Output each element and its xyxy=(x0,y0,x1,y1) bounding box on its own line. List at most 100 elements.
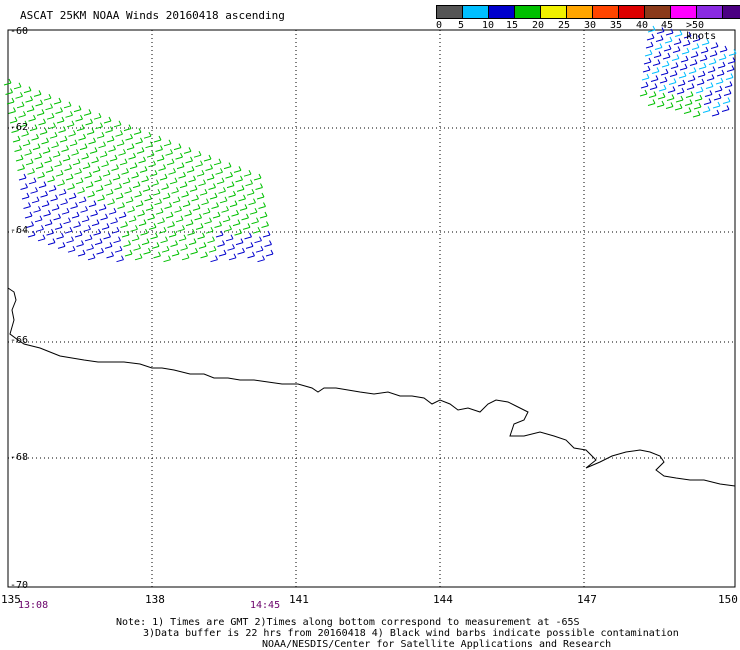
wind-barb-349 xyxy=(66,236,74,244)
pass-time-1: 13:08 xyxy=(18,600,49,611)
wind-barb-10 xyxy=(103,116,112,124)
wind-barb-158 xyxy=(32,143,41,151)
wind-barb-20 xyxy=(203,154,212,162)
wind-barb-380 xyxy=(718,53,727,61)
wind-barb-31 xyxy=(55,107,63,114)
wind-barb-100 xyxy=(228,190,236,198)
wind-barb-226 xyxy=(195,223,204,230)
wind-barb-133 xyxy=(41,137,49,145)
wind-barb-398 xyxy=(698,62,707,70)
wind-barb-150 xyxy=(211,202,219,209)
wind-barb-360 xyxy=(77,249,86,257)
colorbar-tick-10: >50 knots xyxy=(686,20,717,42)
wind-barb-295 xyxy=(160,236,168,244)
wind-barb-307 xyxy=(81,215,90,223)
wind-barb-270 xyxy=(128,215,137,223)
wind-barb-421 xyxy=(723,89,732,96)
wind-barb-84 xyxy=(68,130,76,137)
wind-barb-424 xyxy=(659,76,668,84)
wind-barb-142 xyxy=(131,171,139,179)
colorbar-swatch-20 xyxy=(540,5,567,19)
colorbar-swatch-45 xyxy=(670,5,697,19)
wind-barb-154 xyxy=(251,217,259,225)
wind-barb-383 xyxy=(654,43,663,50)
wind-barb-130 xyxy=(11,126,19,133)
wind-barb-187 xyxy=(64,164,72,171)
lon-label-135: 135 xyxy=(1,593,21,606)
wind-barb-208 xyxy=(15,154,24,162)
wind-barb-347 xyxy=(46,228,54,236)
lat-label-70: -70 xyxy=(10,580,29,591)
wind-barb-401 xyxy=(725,73,734,80)
wind-barb-234 xyxy=(17,164,25,171)
wind-barb-21 xyxy=(213,158,222,166)
lon-label-138: 138 xyxy=(145,593,165,606)
wind-barb-54 xyxy=(26,105,35,113)
wind-barb-77 xyxy=(256,192,265,200)
wind-barb-231 xyxy=(245,242,254,249)
wind-barb-361 xyxy=(87,253,96,261)
wind-barb-160 xyxy=(52,150,61,158)
wind-barb-155 xyxy=(261,221,269,228)
wind-barb-115 xyxy=(119,158,128,166)
wind-barb-207 xyxy=(264,240,272,247)
wind-barb-425 xyxy=(668,78,677,85)
wind-barb-114 xyxy=(109,154,118,162)
wind-barb-308 xyxy=(91,219,100,227)
wind-barb-65 xyxy=(136,147,145,154)
wind-barb-196 xyxy=(154,198,162,206)
wind-barb-338 xyxy=(74,230,83,238)
wind-barb-368 xyxy=(701,38,710,46)
wind-barb-428 xyxy=(695,86,704,94)
wind-barb-101 xyxy=(238,194,246,202)
lon-label-141: 141 xyxy=(289,593,309,606)
wind-barb-6 xyxy=(63,101,72,109)
wind-barb-429 xyxy=(704,90,713,97)
wind-barb-89 xyxy=(118,149,126,156)
map-title: ASCAT 25KM NOAA Winds 20160418 ascending xyxy=(20,9,285,22)
wind-barb-377 xyxy=(691,43,700,50)
wind-barb-450 xyxy=(711,109,720,117)
wind-barb-71 xyxy=(196,169,205,177)
wind-barb-406 xyxy=(679,63,688,71)
wind-barb-262 xyxy=(48,185,57,192)
wind-barb-244 xyxy=(117,202,125,209)
wind-barb-405 xyxy=(670,62,679,69)
wind-barb-416 xyxy=(678,71,687,79)
wind-barb-366 xyxy=(683,31,692,39)
wind-barb-86 xyxy=(88,137,96,145)
wind-barb-279 xyxy=(218,249,227,257)
wind-barb-177 xyxy=(222,215,231,223)
wind-barb-301 xyxy=(21,192,30,200)
wind-barb-123 xyxy=(199,188,208,196)
wind-barb-131 xyxy=(21,130,29,137)
wind-barb-157 xyxy=(22,139,31,147)
wind-barb-23 xyxy=(233,166,242,173)
wind-barb-341 xyxy=(104,242,113,249)
wind-barb-252 xyxy=(197,232,205,240)
wind-barb-83 xyxy=(58,126,66,133)
wind-barb-311 xyxy=(121,230,130,238)
wind-barb-320 xyxy=(43,209,51,217)
wind-barb-409 xyxy=(706,74,715,81)
wind-barb-98 xyxy=(208,183,216,190)
wind-barb-330 xyxy=(143,247,151,255)
wind-barb-374 xyxy=(664,36,673,44)
wind-barb-454 xyxy=(674,103,683,111)
wind-barb-407 xyxy=(688,67,697,74)
wind-barb-4 xyxy=(43,93,52,101)
wind-barb-182 xyxy=(14,145,22,152)
wind-barb-403 xyxy=(652,59,661,66)
wind-barb-197 xyxy=(164,202,172,209)
wind-barb-333 xyxy=(24,211,33,219)
wind-barb-245 xyxy=(127,206,135,213)
wind-barb-188 xyxy=(74,168,82,175)
wind-barb-58 xyxy=(66,120,75,128)
wind-barb-322 xyxy=(63,217,71,225)
wind-barb-336 xyxy=(54,223,63,230)
wind-barb-314 xyxy=(151,242,160,249)
wind-barb-173 xyxy=(182,200,191,208)
wind-barb-91 xyxy=(138,156,146,164)
wind-barb-278 xyxy=(208,245,217,253)
